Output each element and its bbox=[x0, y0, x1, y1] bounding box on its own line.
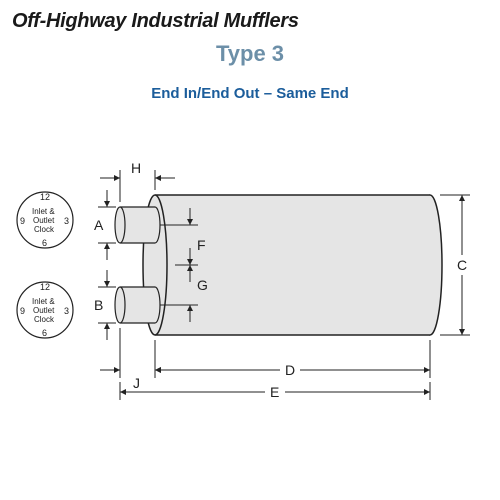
clock1-6: 6 bbox=[42, 238, 47, 248]
label-G: G bbox=[197, 277, 208, 293]
type-title: Type 3 bbox=[0, 41, 500, 67]
clock1-line1: Inlet & bbox=[32, 207, 55, 216]
label-A: A bbox=[94, 217, 104, 233]
clock2-line1: Inlet & bbox=[32, 297, 55, 306]
label-H: H bbox=[131, 160, 141, 176]
label-F: F bbox=[197, 237, 206, 253]
diagram-svg: H A B F G C bbox=[0, 160, 500, 440]
dim-A: A bbox=[94, 190, 116, 260]
dim-J: J bbox=[100, 328, 175, 391]
clock-circle-2: 12 3 6 9 Inlet & Outlet Clock bbox=[17, 282, 73, 338]
dim-E: E bbox=[120, 382, 430, 400]
clock2-12: 12 bbox=[40, 282, 50, 292]
clock1-line2: Outlet bbox=[33, 216, 55, 225]
dim-D: D bbox=[155, 340, 430, 378]
label-E: E bbox=[270, 384, 279, 400]
clock2-3: 3 bbox=[64, 306, 69, 316]
inlet-pipe bbox=[115, 207, 160, 243]
dim-B: B bbox=[94, 270, 116, 340]
clock1-12: 12 bbox=[40, 192, 50, 202]
page-title: Off-Highway Industrial Mufflers bbox=[0, 0, 500, 33]
clock-circle-1: 12 3 6 9 Inlet & Outlet Clock bbox=[17, 192, 73, 248]
clock2-9: 9 bbox=[20, 306, 25, 316]
clock2-line3: Clock bbox=[34, 315, 55, 324]
muffler-diagram: H A B F G C bbox=[0, 160, 500, 440]
label-B: B bbox=[94, 297, 103, 313]
dim-C: C bbox=[440, 195, 470, 335]
label-J: J bbox=[133, 375, 140, 391]
clock1-line3: Clock bbox=[34, 225, 55, 234]
clock1-9: 9 bbox=[20, 216, 25, 226]
clock1-3: 3 bbox=[64, 216, 69, 226]
label-D: D bbox=[285, 362, 295, 378]
clock2-6: 6 bbox=[42, 328, 47, 338]
config-title: End In/End Out – Same End bbox=[0, 85, 500, 102]
label-C: C bbox=[457, 257, 467, 273]
outlet-pipe bbox=[115, 287, 160, 323]
clock2-line2: Outlet bbox=[33, 306, 55, 315]
